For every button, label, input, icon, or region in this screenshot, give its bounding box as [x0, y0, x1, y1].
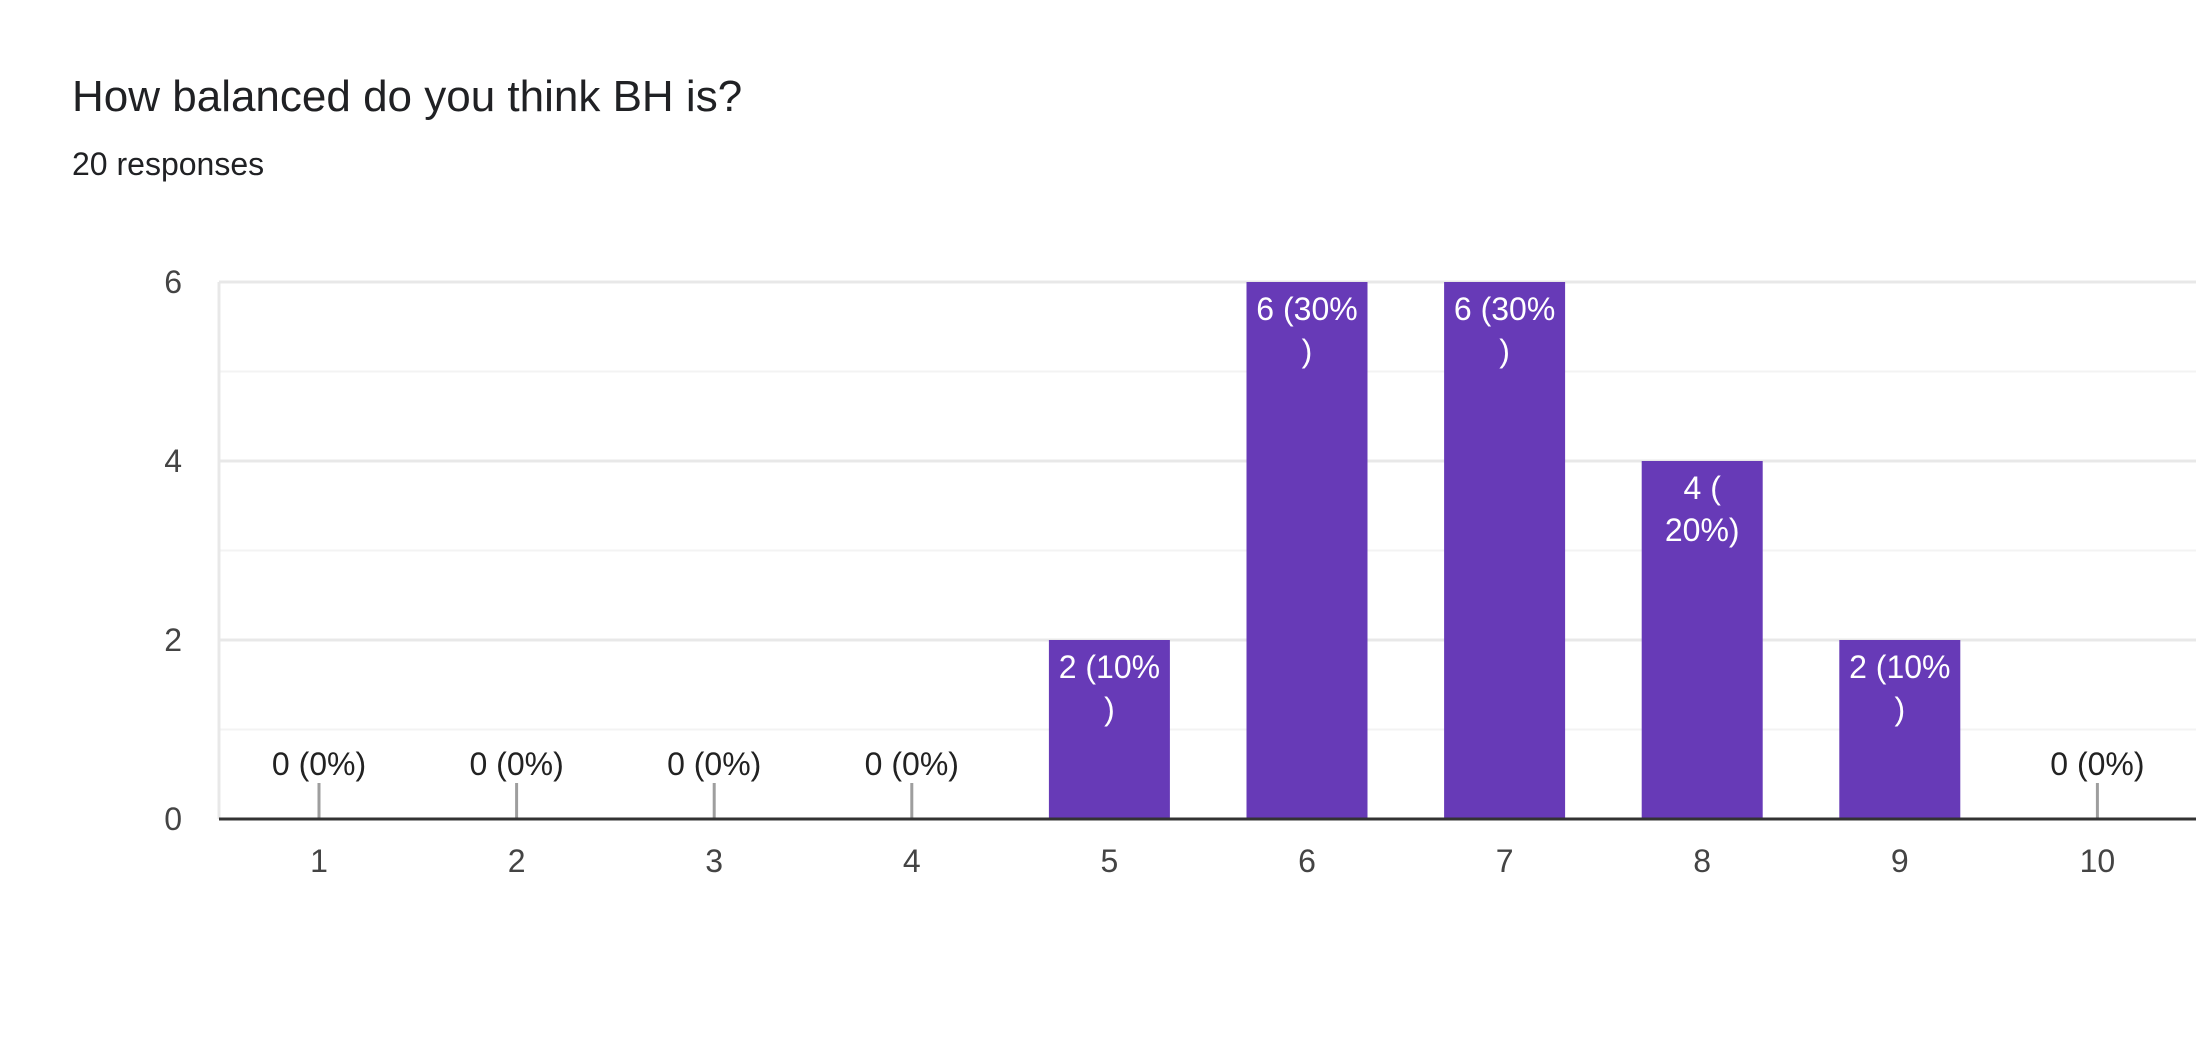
- x-tick-label: 5: [1101, 843, 1119, 879]
- bar: [1444, 282, 1566, 819]
- bar-data-label: ): [1302, 333, 1313, 369]
- y-tick-label: 6: [164, 264, 182, 300]
- bar-data-label: 0 (0%): [667, 746, 761, 782]
- data-labels: 0 (0%) 0 (0%) 0 (0%) 0 (0%) 2 (10%) 6 (30%) 6 …: [272, 291, 2145, 782]
- bar-data-label: 0 (0%): [865, 746, 959, 782]
- axes: 0 2 4 6 1 2 3 4 5 6 7 8 9 10: [164, 264, 2196, 879]
- y-tick-label: 0: [164, 801, 182, 837]
- bar-data-label: 2 (10%: [1849, 649, 1950, 685]
- bar-data-label: 20%): [1665, 512, 1740, 548]
- bar-data-label: 6 (30%: [1256, 291, 1357, 327]
- bar: [1641, 461, 1763, 819]
- y-tick-label: 4: [164, 443, 182, 479]
- x-tick-label: 9: [1891, 843, 1909, 879]
- bar-data-label: ): [1104, 691, 1115, 727]
- bar: [1246, 282, 1368, 819]
- bar-data-label: 0 (0%): [2050, 746, 2144, 782]
- bar-data-label: ): [1499, 333, 1510, 369]
- chart-title: How balanced do you think BH is?: [72, 72, 743, 121]
- x-tick-label: 6: [1298, 843, 1316, 879]
- bar-data-label: 0 (0%): [272, 746, 366, 782]
- bar: [1839, 640, 1961, 819]
- x-tick-label: 8: [1693, 843, 1711, 879]
- bar-data-label: 2 (10%: [1059, 649, 1160, 685]
- y-tick-label: 2: [164, 622, 182, 658]
- x-tick-label: 7: [1496, 843, 1514, 879]
- x-tick-label: 1: [310, 843, 328, 879]
- x-tick-label: 4: [903, 843, 921, 879]
- x-tick-label: 3: [705, 843, 723, 879]
- bar-data-label: 6 (30%: [1454, 291, 1555, 327]
- x-tick-label: 10: [2080, 843, 2116, 879]
- bar-data-label: 0 (0%): [469, 746, 563, 782]
- bar-data-label: 4 (: [1684, 470, 1722, 506]
- x-tick-label: 2: [508, 843, 526, 879]
- bar: [1048, 640, 1170, 819]
- bar-data-label: ): [1894, 691, 1905, 727]
- response-count: 20 responses: [72, 146, 265, 182]
- bars: [317, 282, 2099, 819]
